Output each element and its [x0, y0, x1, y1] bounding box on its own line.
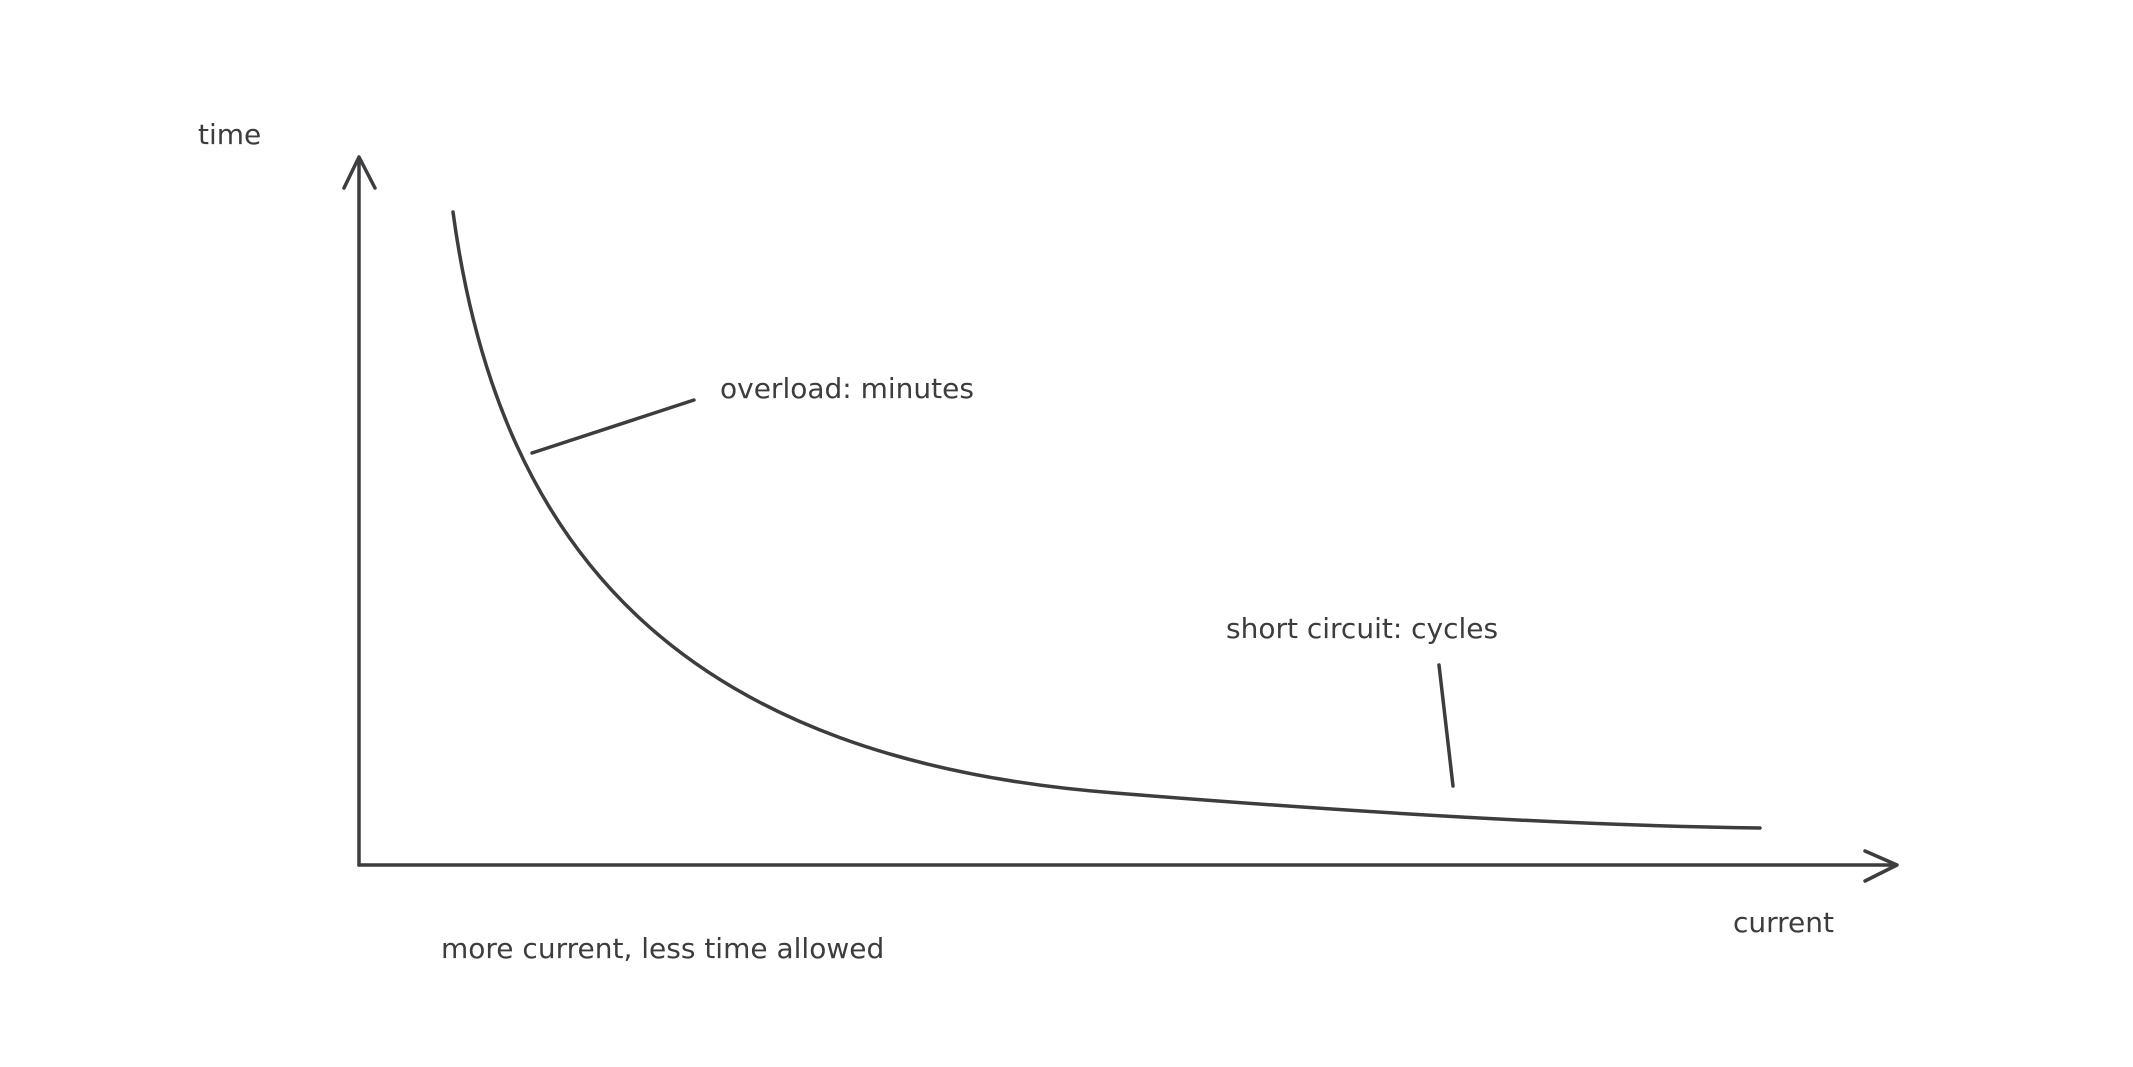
x-axis-label: current	[1733, 906, 1834, 939]
caption: more current, less time allowed	[441, 932, 884, 965]
overload-label: overload: minutes	[720, 372, 974, 405]
y-axis-label: time	[198, 118, 261, 151]
short-circuit-label: short circuit: cycles	[1226, 612, 1498, 645]
x-axis-arrow	[1863, 849, 1899, 883]
short-circuit-leader	[1437, 663, 1455, 788]
overload-leader	[530, 398, 696, 455]
time-current-curve	[451, 210, 1762, 830]
y-axis-arrow	[342, 155, 377, 190]
